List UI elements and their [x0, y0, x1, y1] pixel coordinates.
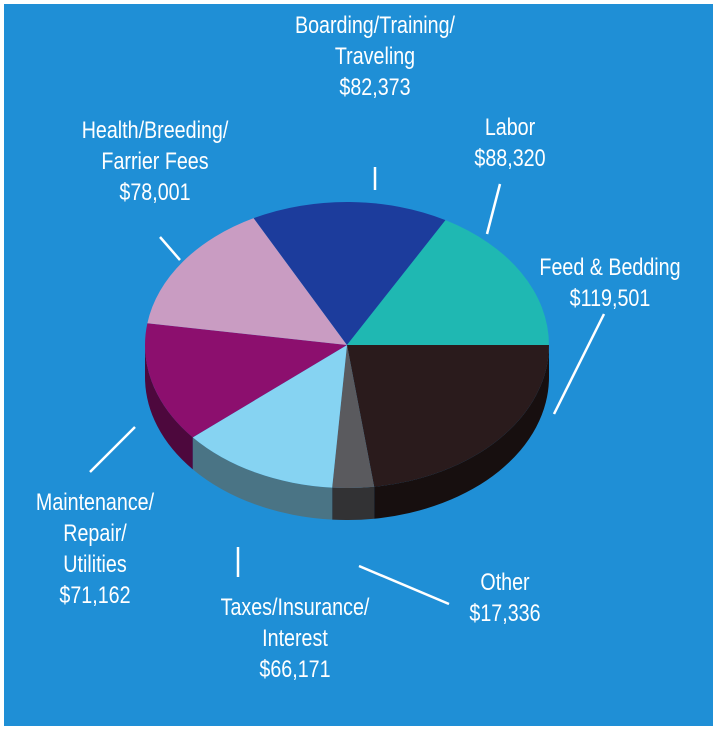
leader-line [552, 313, 606, 415]
slice-side [332, 486, 375, 520]
slice-label: Boarding/Training/ Traveling $82,373 [268, 10, 481, 103]
slice [347, 345, 549, 487]
value-label: $66,171 [259, 656, 331, 683]
slice [145, 323, 347, 438]
category-label: Taxes/Insurance/ Interest [220, 594, 370, 652]
slice [147, 218, 347, 345]
category-label: Labor [484, 114, 536, 141]
slice [332, 345, 375, 489]
leader-line [89, 426, 136, 473]
pie-canvas [89, 167, 606, 606]
slice [253, 202, 446, 345]
slice-label: Other $17,336 [398, 567, 611, 629]
slice-label: Maintenance/ Repair/ Utilities $71,162 [4, 487, 202, 611]
leader-line [358, 564, 450, 606]
value-label: $78,001 [119, 179, 191, 206]
slice-side [192, 437, 333, 520]
value-label: $82,373 [339, 74, 411, 101]
value-label: $119,501 [569, 285, 651, 312]
slice-label: Labor $88,320 [403, 112, 616, 174]
leader-line [485, 183, 502, 235]
value-label: $88,320 [474, 145, 546, 172]
value-label: $71,162 [59, 582, 131, 609]
slice-side [145, 345, 193, 470]
slice [347, 220, 549, 345]
category-label: Maintenance/ Repair/ Utilities [35, 489, 155, 578]
category-label: Feed & Bedding [539, 254, 681, 281]
leader-line [159, 236, 181, 261]
slice-side [374, 345, 549, 519]
slice-label: Health/Breeding/ Farrier Fees $78,001 [48, 115, 261, 208]
category-label: Other [480, 569, 530, 596]
slice-label: Taxes/Insurance/ Interest $66,171 [188, 592, 401, 685]
value-label: $17,336 [469, 600, 541, 627]
category-label: Boarding/Training/ Traveling [294, 12, 456, 70]
category-label: Health/Breeding/ Farrier Fees [81, 117, 229, 175]
slice-label: Feed & Bedding $119,501 [503, 252, 713, 314]
slice [192, 345, 347, 488]
